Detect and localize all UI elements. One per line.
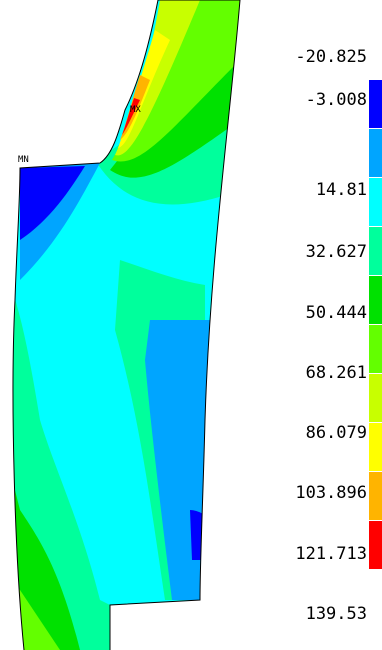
legend-swatch [369, 472, 382, 520]
contour-darkblue-corner [20, 166, 85, 240]
legend-value-label: 121.713 [295, 544, 367, 564]
legend-value-label: 50.444 [305, 303, 367, 323]
legend-value-label: -20.825 [295, 47, 367, 67]
legend-swatch [369, 178, 382, 226]
legend-colorbar [369, 80, 382, 569]
min-marker: MN [18, 155, 29, 165]
legend-swatch [369, 521, 382, 569]
max-marker-label: MX [130, 105, 141, 115]
legend-value-label: 103.896 [295, 483, 367, 503]
contour-darkblue-right [190, 510, 205, 560]
max-marker: MX [130, 105, 141, 115]
body-outline [12, 0, 241, 650]
legend-value-label: 68.261 [305, 363, 367, 383]
legend-value-label: 14.81 [315, 180, 367, 200]
legend-swatch [369, 325, 382, 373]
legend-swatch [369, 227, 382, 275]
legend-value-label: -3.008 [305, 90, 367, 110]
legend-swatch [369, 80, 382, 128]
legend-swatch [369, 423, 382, 471]
legend-swatch [369, 374, 382, 422]
legend-swatch [369, 129, 382, 177]
min-marker-label: MN [18, 155, 29, 165]
legend-swatch [369, 276, 382, 324]
contour-red-neck [122, 98, 140, 135]
legend-value-label: 86.079 [305, 423, 367, 443]
legend-value-label: 32.627 [305, 242, 367, 262]
legend-value-label: 139.53 [305, 604, 367, 624]
contour-body [13, 0, 241, 650]
